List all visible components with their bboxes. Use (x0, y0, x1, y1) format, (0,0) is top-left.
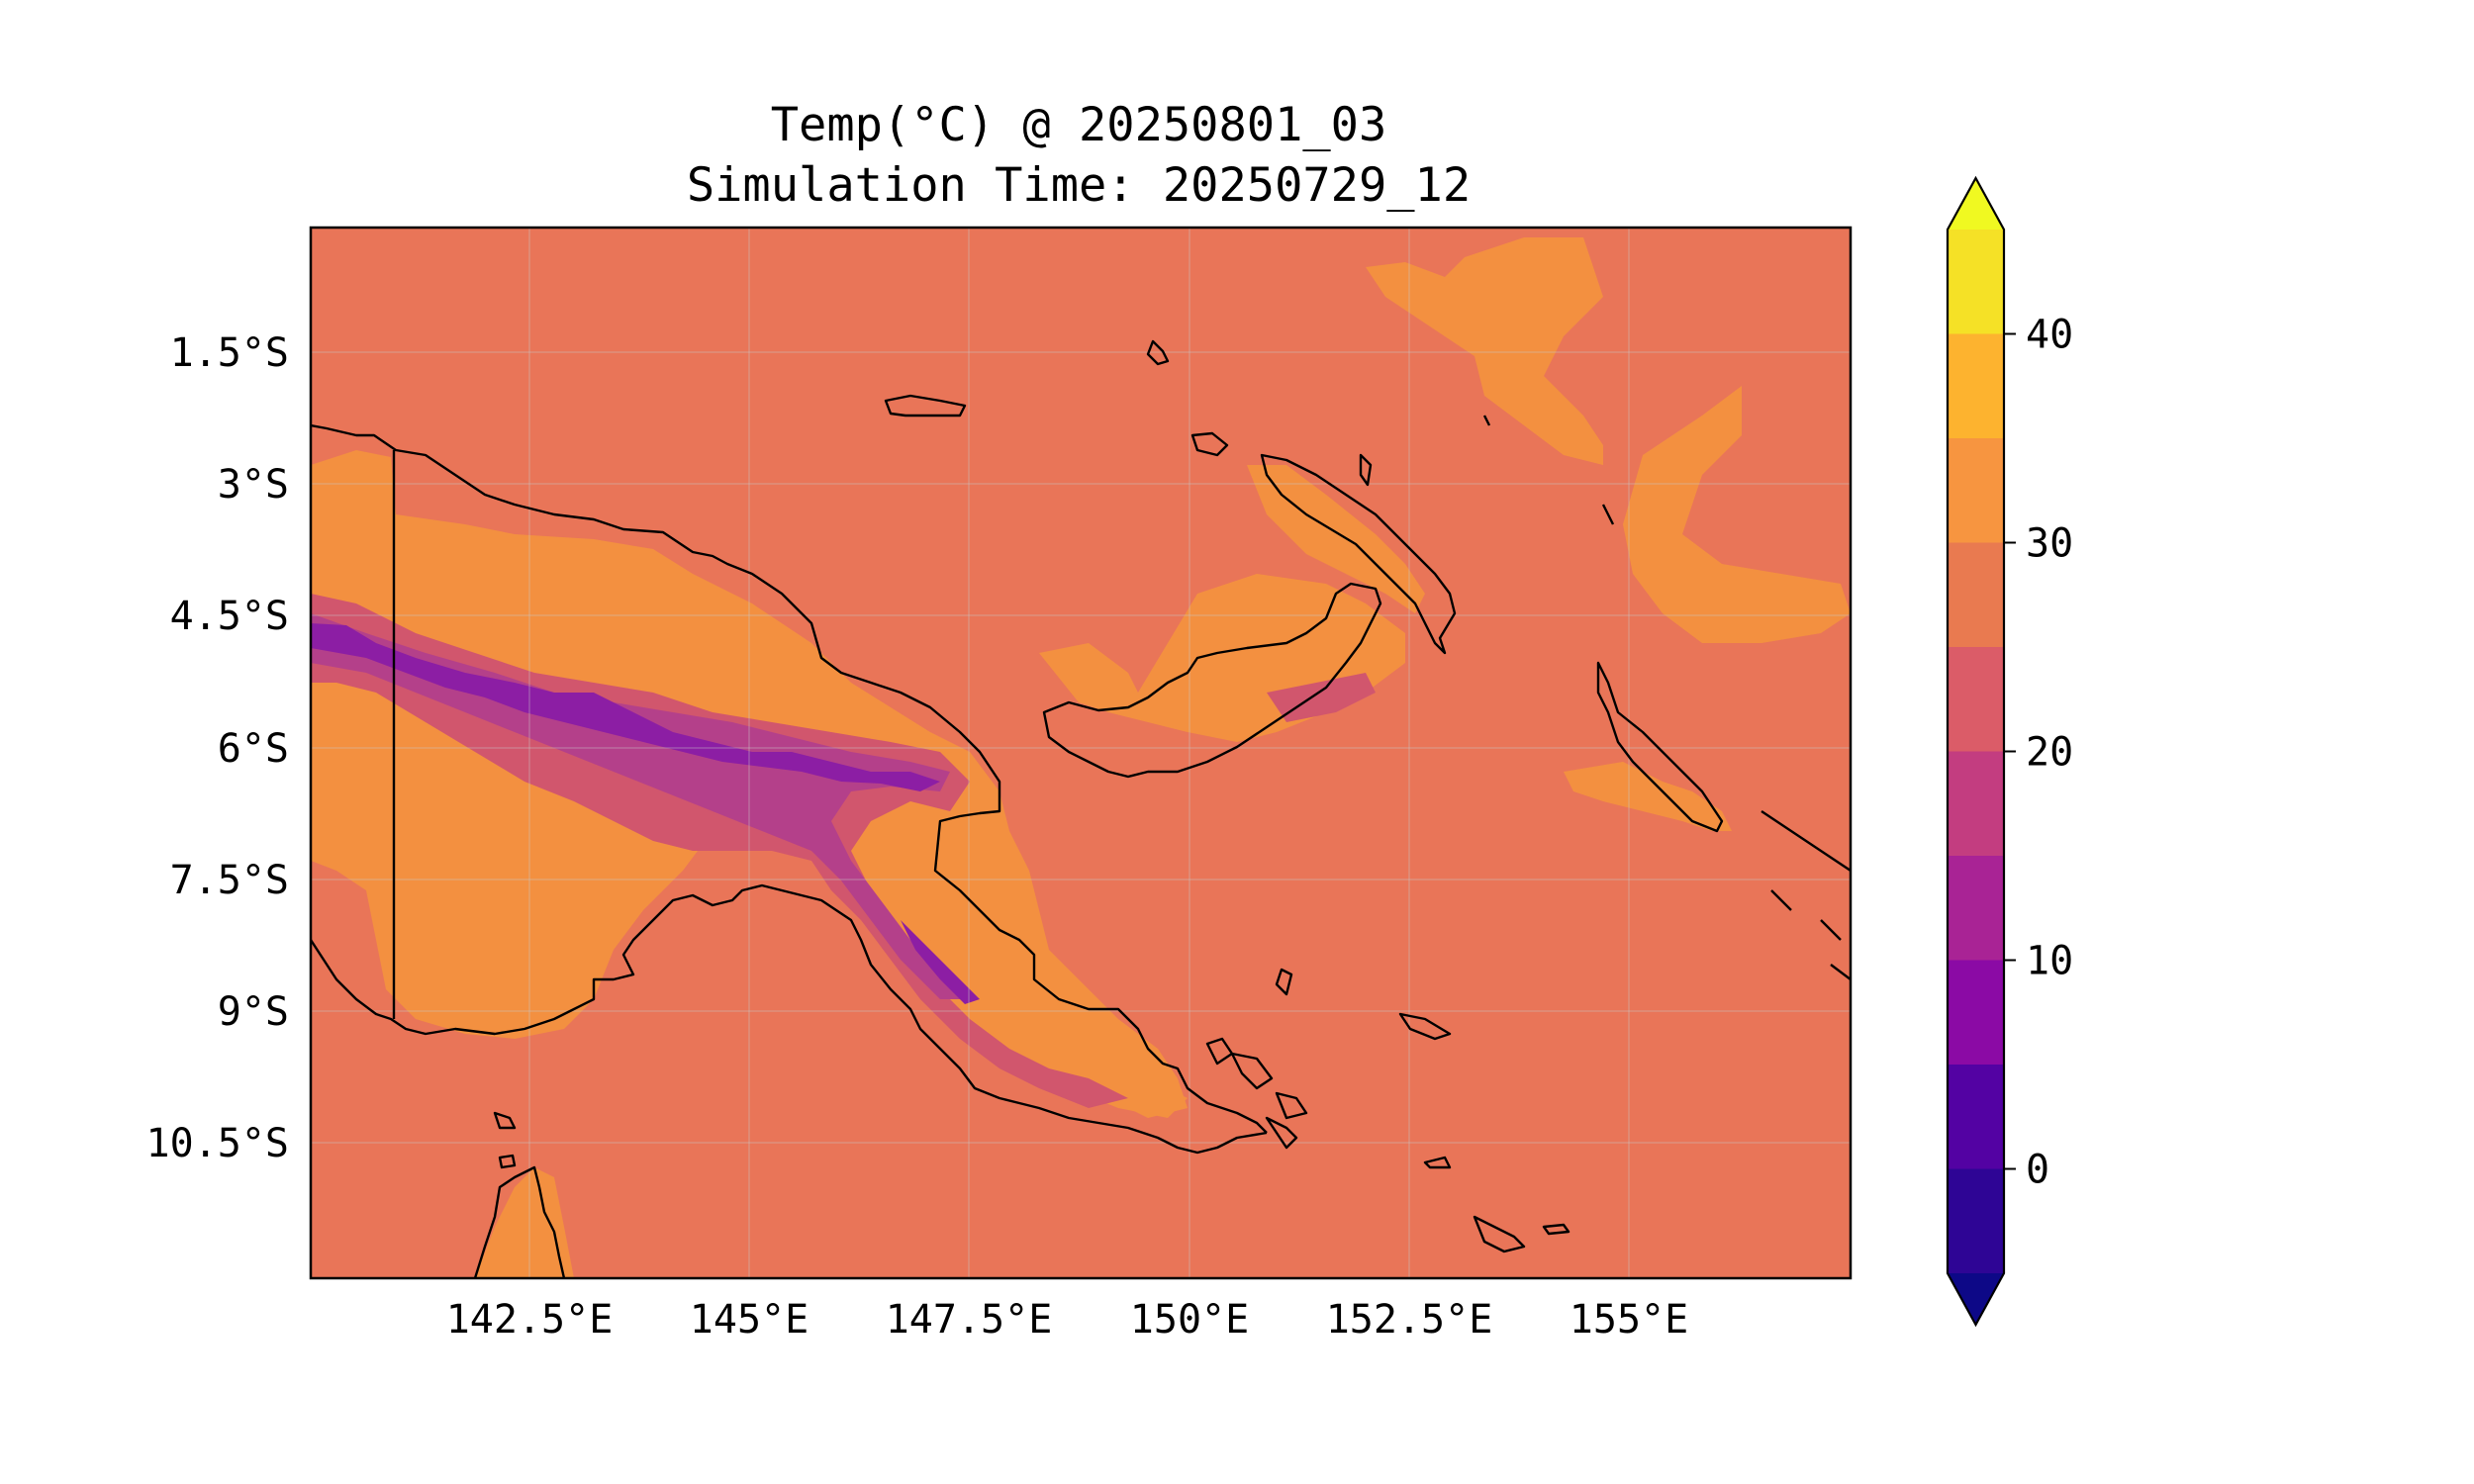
latitude-labels: 1.5°S 3°S 4.5°S 6°S 7.5°S 9°S 10.5°S (146, 330, 290, 1166)
papuan-peninsula-warm (930, 940, 1188, 1118)
highlands-cool-2 (311, 613, 970, 999)
colorbar-band (1948, 1168, 2004, 1273)
colorbar-under-arrow (1948, 1273, 2004, 1325)
colorbar-band (1948, 333, 2004, 438)
colorbar-tick-label: 0 (2026, 1148, 2049, 1193)
colorbar-band (1948, 856, 2004, 961)
gridlines (311, 228, 1851, 1278)
lon-label-145: 145°E (690, 1297, 809, 1343)
lat-label-9: 9°S (218, 989, 289, 1035)
lon-label-142-5: 142.5°E (446, 1297, 614, 1343)
lat-label-4-5: 4.5°S (170, 594, 289, 639)
temperature-field (311, 228, 1851, 1278)
new-britain-coast (1042, 582, 1382, 779)
lon-label-150: 150°E (1130, 1297, 1249, 1343)
highlands-cool-3 (311, 623, 940, 791)
colorbar-band (1948, 960, 2004, 1065)
colorbar-band (1948, 1065, 2004, 1169)
colorbar-tick-label: 10 (2026, 939, 2073, 984)
colorbar-over-arrow (1948, 178, 2004, 230)
bougainville-coast (1596, 661, 1724, 833)
lat-label-3: 3°S (218, 462, 289, 508)
map-panel: 142.5°E 145°E 147.5°E 150°E 152.5°E 155°… (146, 226, 1853, 1343)
colorbar-tick-label: 20 (2026, 730, 2073, 776)
cool-regions-2 (311, 613, 970, 999)
bougainville-warm (1564, 762, 1732, 831)
longitude-labels: 142.5°E 145°E 147.5°E 150°E 152.5°E 155°… (446, 1297, 1689, 1343)
map-title-line-1: Temp(°C) @ 20250801_03 (771, 98, 1387, 152)
colorbar-band (1948, 647, 2004, 752)
northeast-cloud-warm (1366, 237, 1603, 465)
colorbar: 0 10 20 30 40 (1946, 175, 2073, 1328)
map-title-line-2: Simulation Time: 20250729_12 (687, 158, 1471, 213)
map-frame (309, 226, 1853, 1280)
colorbar-tick-label: 40 (2026, 313, 2073, 358)
lon-label-152-5: 152.5°E (1326, 1297, 1493, 1343)
western-islands (493, 1111, 517, 1169)
trobriand-islands (1205, 968, 1308, 1120)
lon-label-155: 155°E (1570, 1297, 1688, 1343)
lon-label-147-5: 147.5°E (886, 1297, 1053, 1343)
lat-label-7-5: 7.5°S (170, 858, 289, 903)
new-guinea-north-coast (311, 423, 1268, 1134)
lat-label-10-5: 10.5°S (146, 1121, 290, 1166)
central-ridge-cool-3 (901, 920, 980, 1004)
manus-coast (884, 394, 967, 417)
coastlines (311, 339, 1851, 1278)
colorbar-tick-label: 30 (2026, 521, 2073, 567)
islands-north (1146, 339, 1615, 525)
colorbar-band (1948, 438, 2004, 543)
cool-regions-3 (311, 623, 980, 1004)
new-ireland-coast (1260, 453, 1457, 655)
colorbar-band (1948, 542, 2004, 647)
colorbar-band (1948, 230, 2004, 334)
lat-label-1-5: 1.5°S (170, 330, 289, 376)
east-cloud-warm (1623, 386, 1851, 643)
colorbar-band (1948, 751, 2004, 856)
southern-tip-coast (473, 1165, 566, 1278)
new-guinea-south-coast (311, 883, 1268, 1155)
islands-south (1265, 1012, 1570, 1253)
lat-label-6: 6°S (218, 726, 289, 772)
southern-tip-warm (475, 1167, 574, 1278)
colorbar-outline (1946, 175, 2006, 1328)
solomon-coast (1760, 810, 1851, 980)
